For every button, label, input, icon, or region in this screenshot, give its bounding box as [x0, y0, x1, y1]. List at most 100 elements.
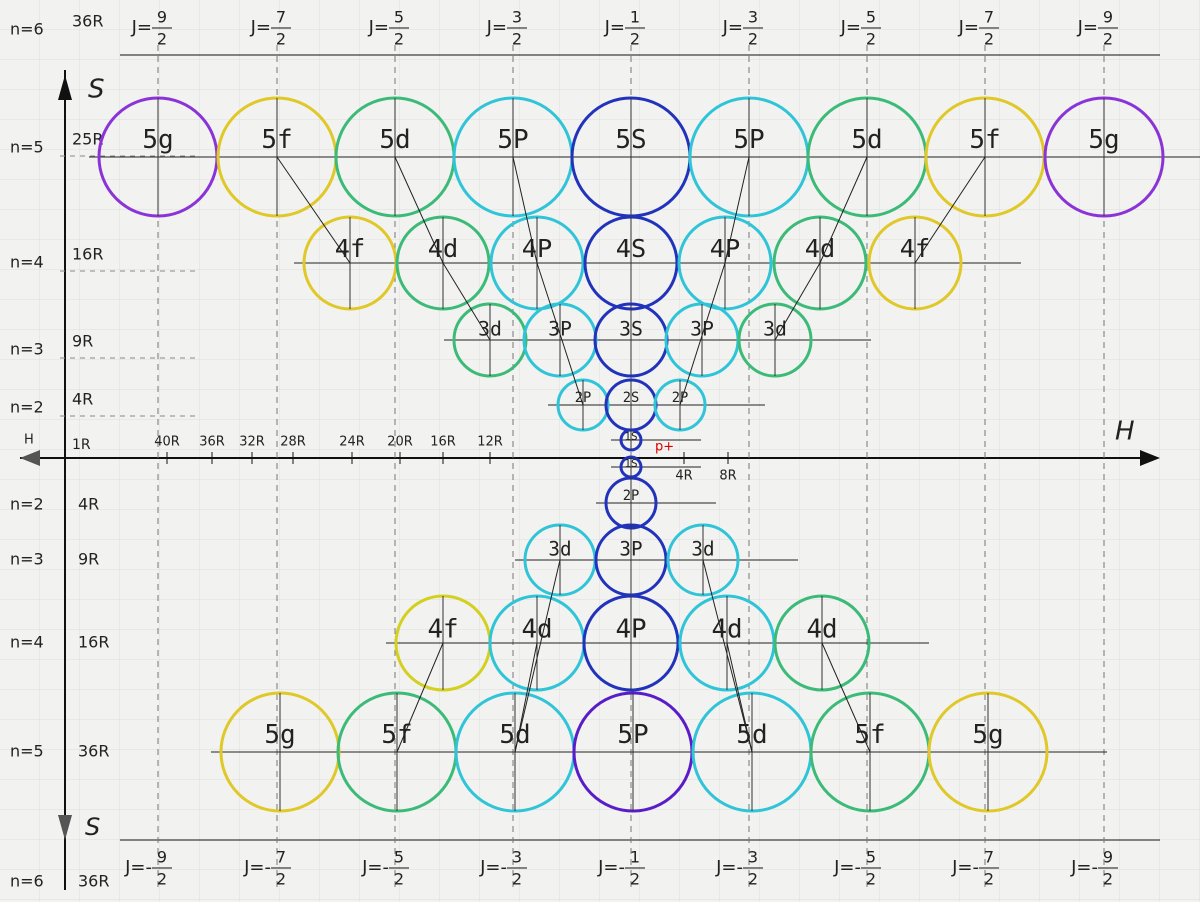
level-n: n=5 — [10, 742, 44, 761]
j-prefix: J=- — [1070, 857, 1098, 878]
j-den: 2 — [157, 30, 167, 49]
level-n: n=3 — [10, 340, 44, 359]
level-n: n=6 — [10, 20, 44, 39]
h-arrow-left — [20, 450, 40, 466]
orbital-label: 4d — [521, 614, 552, 644]
orbital-label: 4f — [335, 234, 365, 263]
h-scale: 28R — [280, 435, 306, 450]
orbital-label: 3d — [548, 538, 571, 561]
j-num: 5 — [394, 8, 404, 27]
orbital-label: 5P — [497, 125, 528, 155]
h-label: H — [1115, 417, 1135, 447]
orbital-label: 5f — [381, 720, 412, 750]
level-r: 16R — [72, 245, 103, 264]
orbital-label: 5d — [851, 125, 882, 155]
j-num: 9 — [1103, 8, 1113, 27]
orbital-label: 4P — [522, 234, 552, 263]
orbital-label: 4d — [806, 614, 837, 644]
j-num: 7 — [276, 848, 286, 867]
j-num: 9 — [1103, 848, 1113, 867]
j-den: 2 — [984, 870, 994, 889]
level-r: 4R — [72, 390, 93, 409]
j-prefix: J= — [722, 17, 743, 38]
s-arrow-down — [58, 815, 72, 840]
j-den: 2 — [394, 870, 404, 889]
orbital-label: 5f — [854, 720, 885, 750]
j-num: 5 — [866, 8, 876, 27]
orbital-label: 3d — [763, 317, 787, 340]
j-prefix: J= — [486, 17, 507, 38]
j-num: 3 — [512, 848, 522, 867]
j-prefix: J=- — [833, 857, 861, 878]
j-num: 1 — [630, 8, 640, 27]
level-r: 36R — [72, 12, 103, 31]
h-scale: 36R — [199, 435, 225, 450]
j-prefix: J= — [1077, 17, 1098, 38]
transition — [819, 156, 868, 264]
proton-label: p+ — [655, 440, 674, 455]
level-n: n=5 — [10, 138, 44, 157]
j-den: 2 — [748, 30, 758, 49]
orbital-label: 5d — [736, 720, 767, 750]
j-den: 2 — [157, 870, 167, 889]
transition — [679, 262, 726, 406]
orbital-label: 5g — [142, 125, 173, 155]
orbital-label: 4f — [900, 234, 930, 263]
j-num: 5 — [866, 848, 876, 867]
j-prefix: J=- — [597, 857, 625, 878]
transition — [276, 156, 351, 264]
j-prefix: J= — [604, 17, 625, 38]
level-n: n=4 — [10, 633, 44, 652]
h-scale: 40R — [154, 435, 180, 450]
orbital-label: 5P — [617, 720, 648, 750]
orbital-label: 5P — [733, 125, 764, 155]
orbital-label: 4P — [710, 234, 740, 263]
h-arrow — [1140, 450, 1160, 466]
j-prefix: J= — [840, 17, 861, 38]
orbital-label: 4P — [615, 614, 646, 644]
orbital-label: 3S — [619, 317, 643, 340]
orbital-label: 1S — [624, 457, 637, 470]
transition — [442, 262, 491, 341]
j-den: 2 — [512, 30, 522, 49]
orbital-label: 2P — [672, 390, 689, 406]
orbital-label: 5g — [972, 720, 1003, 750]
j-num: 3 — [512, 8, 522, 27]
j-den: 2 — [866, 870, 876, 889]
j-prefix: J=- — [479, 857, 507, 878]
transition — [512, 156, 538, 264]
level-r: 9R — [72, 332, 93, 351]
j-den: 2 — [630, 30, 640, 49]
j-den: 2 — [276, 870, 286, 889]
transition — [514, 559, 561, 753]
transition — [821, 642, 871, 753]
j-den: 2 — [1103, 30, 1113, 49]
s-arrow-up — [58, 75, 72, 100]
j-prefix: J=- — [951, 857, 979, 878]
orbital-label: 5d — [379, 125, 410, 155]
orbital-label: 1S — [624, 430, 637, 443]
h-scale: 4R — [675, 469, 692, 484]
level-r: 25R — [72, 130, 103, 149]
j-num: 7 — [984, 848, 994, 867]
j-num: 1 — [630, 848, 640, 867]
j-prefix: J=- — [243, 857, 271, 878]
j-num: 7 — [276, 8, 286, 27]
j-prefix: J= — [368, 17, 389, 38]
j-den: 2 — [394, 30, 404, 49]
h-scale: 32R — [239, 435, 265, 450]
orbital-label: 3P — [548, 317, 572, 340]
level-n: n=4 — [10, 253, 44, 272]
transition — [394, 156, 444, 264]
s-label: S — [88, 75, 105, 105]
h-scale: 20R — [387, 435, 413, 450]
level-n: n=3 — [10, 550, 44, 569]
j-prefix: J=- — [715, 857, 743, 878]
j-den: 2 — [512, 870, 522, 889]
orbital-label: 5g — [1088, 125, 1119, 155]
j-den: 2 — [984, 30, 994, 49]
transition — [774, 262, 821, 341]
j-num: 7 — [984, 8, 994, 27]
j-num: 9 — [157, 8, 167, 27]
